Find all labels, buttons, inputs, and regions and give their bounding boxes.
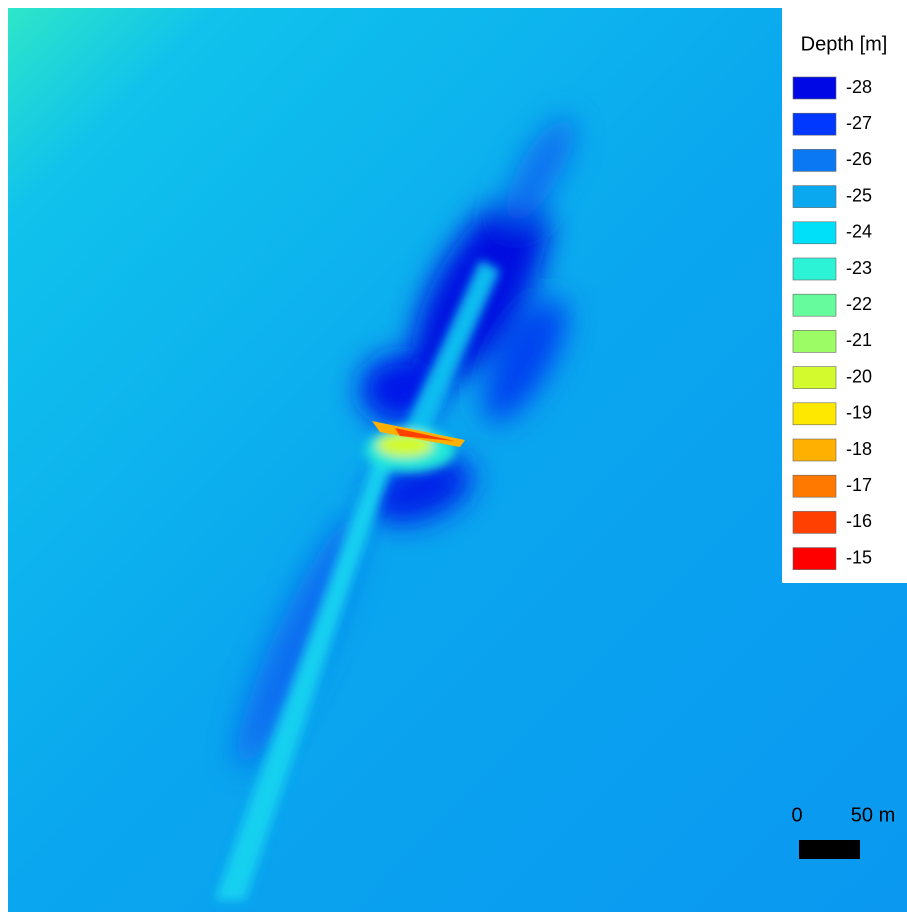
legend-swatch xyxy=(793,77,836,99)
map-figure: Depth [m] -28 -27 -26 -25 -24 -23 -22 -21 -20 -19… xyxy=(0,0,907,912)
legend-label: -19 xyxy=(846,403,872,423)
legend-label: -28 xyxy=(846,77,872,97)
legend-swatch xyxy=(793,113,836,135)
legend-swatch xyxy=(793,439,836,461)
legend-label: -23 xyxy=(846,258,872,278)
legend-label: -27 xyxy=(846,113,872,133)
legend-swatch xyxy=(793,186,836,208)
legend-swatch xyxy=(793,258,836,280)
legend-swatch xyxy=(793,403,836,425)
legend-label: -16 xyxy=(846,511,872,531)
bathymetry xyxy=(8,8,907,912)
scale-label-end: 50 m xyxy=(851,804,895,826)
legend-swatch xyxy=(793,149,836,171)
legend-swatch xyxy=(793,548,836,570)
legend-title: Depth [m] xyxy=(801,33,888,55)
legend-label: -17 xyxy=(846,475,872,495)
legend-label: -21 xyxy=(846,330,872,350)
legend-swatch xyxy=(793,294,836,316)
scale-label-start: 0 xyxy=(791,804,802,826)
legend-label: -22 xyxy=(846,294,872,314)
legend-swatch xyxy=(793,367,836,389)
legend-swatch xyxy=(793,222,836,244)
legend-swatch xyxy=(793,330,836,352)
legend-label: -24 xyxy=(846,222,872,242)
legend-label: -18 xyxy=(846,439,872,459)
legend-swatch xyxy=(793,475,836,497)
legend-label: -26 xyxy=(846,149,872,169)
legend-label: -20 xyxy=(846,366,872,386)
scale-bar xyxy=(799,840,860,859)
legend-swatch xyxy=(793,511,836,533)
legend-label: -15 xyxy=(846,547,872,567)
legend-label: -25 xyxy=(846,185,872,205)
